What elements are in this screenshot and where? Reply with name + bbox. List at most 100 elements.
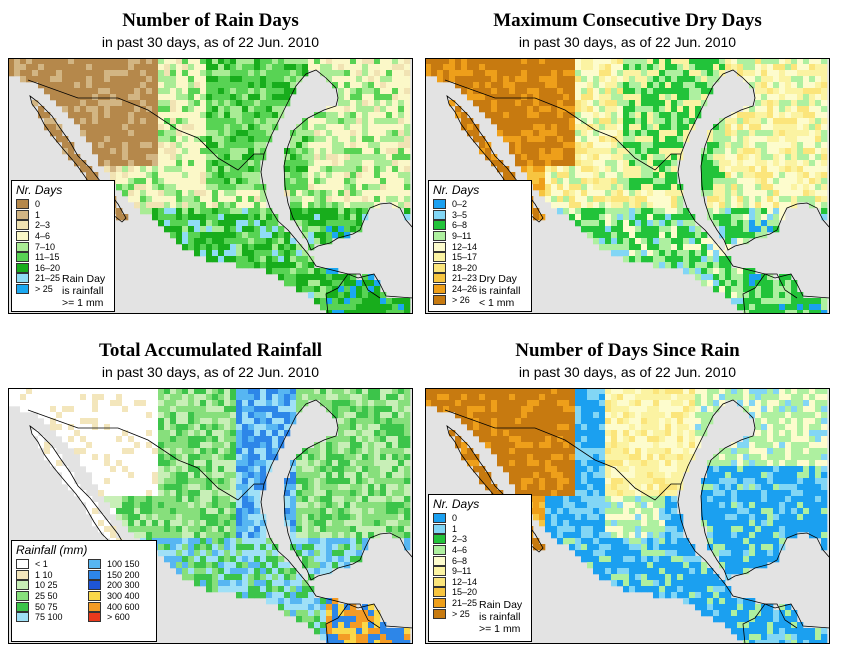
gulf-coastline xyxy=(677,69,830,299)
legend-note: Rain Day is rainfall >= 1 mm xyxy=(479,599,523,635)
legend-swatch xyxy=(16,612,29,623)
legend-label: 75 100 xyxy=(35,612,63,623)
legend-item: 24–26 xyxy=(429,284,531,295)
legend-swatch xyxy=(88,601,101,612)
legend-item: 4–6 xyxy=(12,231,114,242)
legend-item: 200 300 xyxy=(84,580,156,591)
legend-label: 15–20 xyxy=(452,587,478,598)
legend-swatch xyxy=(16,569,29,580)
legend-item: 16–20 xyxy=(12,262,114,274)
legend-swatch xyxy=(16,209,29,220)
legend-swatch xyxy=(88,559,101,570)
legend-item: > 25 xyxy=(429,608,531,619)
central-america-border xyxy=(325,603,381,644)
legend-label: 11–15 xyxy=(35,252,60,263)
panel-max-dry-days: Maximum Consecutive Dry Days in past 30 … xyxy=(425,10,830,320)
legend-item: 150 200 xyxy=(84,569,156,581)
legend-swatch xyxy=(88,591,101,602)
legend-label: > 25 xyxy=(35,284,53,295)
legend-label: > 600 xyxy=(107,612,130,623)
legend-swatch xyxy=(433,294,446,305)
panel-title: Number of Days Since Rain xyxy=(515,340,740,361)
legend-label: 400 600 xyxy=(107,601,140,612)
map-frame xyxy=(425,58,830,314)
data-grid xyxy=(425,388,828,644)
legend-item: 50 75 xyxy=(12,601,84,612)
legend-swatch xyxy=(16,601,29,612)
gulf-coastline xyxy=(677,399,830,629)
legend-swatch xyxy=(88,569,101,580)
legend-title: Rainfall (mm) xyxy=(16,543,88,557)
legend-label: 150 200 xyxy=(107,569,140,580)
legend-label: 1 xyxy=(35,209,41,220)
legend-label: 16–20 xyxy=(35,262,61,273)
legend-item: 21–25 xyxy=(12,273,114,284)
legend-item: 6–8 xyxy=(429,555,531,566)
legend-swatch xyxy=(433,576,446,587)
legend-item: 3–5 xyxy=(429,209,531,221)
legend-item: 9–11 xyxy=(429,231,531,242)
legend-swatch xyxy=(433,220,446,231)
legend-label: 4–6 xyxy=(452,545,468,556)
legend-label: 50 75 xyxy=(35,601,58,612)
legend-swatch xyxy=(16,591,29,602)
panel-days-since-rain: Number of Days Since Rain in past 30 day… xyxy=(425,340,830,650)
legend-swatch xyxy=(16,559,29,570)
legend-swatch xyxy=(16,284,29,295)
panel-title: Maximum Consecutive Dry Days xyxy=(493,10,762,31)
legend-swatch xyxy=(16,273,29,284)
legend-label: 25 50 xyxy=(35,591,58,602)
legend-swatch xyxy=(433,284,446,295)
legend-swatch xyxy=(88,612,101,623)
legend-swatch xyxy=(433,587,446,598)
central-america-border xyxy=(742,273,798,314)
legend-rain-days: Nr. Days 0 1 2–3 4–6 7–10 11–15 16–20 21–25 > 25… xyxy=(11,180,115,312)
legend-label: 100 150 xyxy=(107,559,140,570)
legend-item: 15–20 xyxy=(429,587,531,598)
baja-outline xyxy=(446,425,544,553)
legend-note: Rain Day is rainfall >= 1 mm xyxy=(62,273,106,309)
legend-label: 1 xyxy=(452,523,458,534)
legend-label: > 26 xyxy=(452,294,470,305)
legend-label: 24–26 xyxy=(452,284,478,295)
legend-label: 0 xyxy=(35,199,41,210)
data-grid xyxy=(8,388,411,644)
gulf-coastline xyxy=(260,69,413,299)
legend-label: 6–8 xyxy=(452,220,468,231)
legend-swatch xyxy=(16,262,29,273)
us-mexico-border xyxy=(444,79,681,171)
legend-item: 75 100 xyxy=(12,612,84,623)
panel-total-rainfall: Total Accumulated Rainfall in past 30 da… xyxy=(8,340,413,650)
legend-days-since-rain: Nr. Days 0 1 2–3 4–6 6–8 9–11 12–14 15–20 21–25 >… xyxy=(428,494,532,642)
legend-label: 12–14 xyxy=(452,576,478,587)
legend-item: 1 10 xyxy=(12,569,84,581)
legend-label: 12–14 xyxy=(452,241,478,252)
legend-label: 200 300 xyxy=(107,580,140,591)
legend-item: 300 400 xyxy=(84,591,156,602)
legend-item: 1 xyxy=(12,209,114,221)
legend-swatch xyxy=(433,252,446,263)
legend-label: 7–10 xyxy=(35,241,56,252)
panel-title: Total Accumulated Rainfall xyxy=(98,340,323,361)
legend-item: > 26 xyxy=(429,294,531,305)
panel-subtitle: in past 30 days, as of 22 Jun. 2010 xyxy=(518,364,737,380)
legend-swatch xyxy=(88,580,101,591)
legend-swatch xyxy=(433,608,446,619)
us-mexico-border xyxy=(27,409,264,501)
legend-swatch xyxy=(433,566,446,577)
legend-swatch xyxy=(16,580,29,591)
legend-label: 21–23 xyxy=(452,273,478,284)
legend-item: > 600 xyxy=(84,612,156,623)
us-mexico-border xyxy=(27,79,264,171)
panel-subtitle: in past 30 days, as of 22 Jun. 2010 xyxy=(518,34,737,50)
legend-label: 3–5 xyxy=(452,209,468,220)
legend-label: 21–25 xyxy=(35,273,61,284)
legend-item: 6–8 xyxy=(429,220,531,231)
gulf-coastline xyxy=(260,399,413,629)
central-america-border xyxy=(742,603,798,644)
legend-label: > 25 xyxy=(452,608,470,619)
legend-note: Dry Day is rainfall < 1 mm xyxy=(479,273,521,309)
map-rain-days xyxy=(8,58,413,314)
legend-swatch xyxy=(433,523,446,534)
